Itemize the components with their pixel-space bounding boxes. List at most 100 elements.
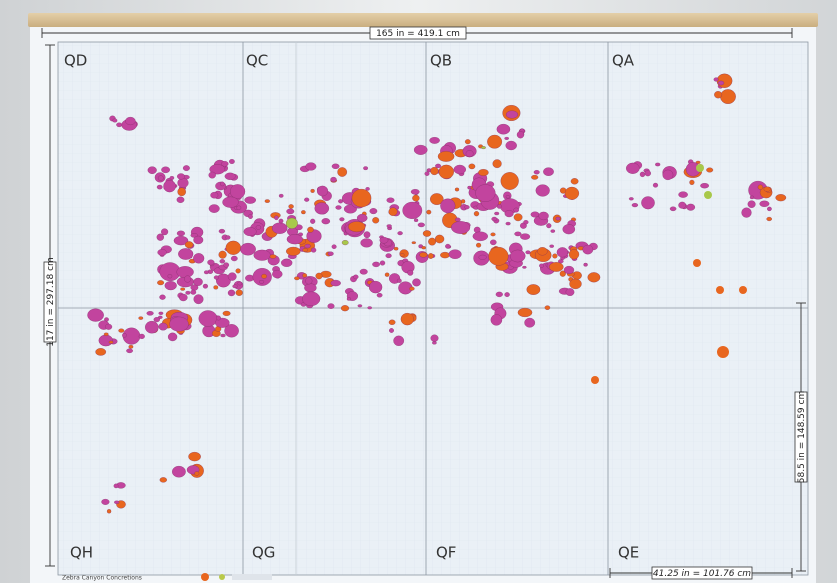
concretion — [522, 265, 527, 269]
concretion — [514, 231, 522, 237]
wooden-rod — [28, 13, 818, 27]
concretion — [310, 247, 317, 253]
label-box — [43, 261, 57, 343]
concretion — [330, 176, 337, 183]
concretion — [363, 166, 368, 171]
concretion — [286, 234, 303, 245]
concretion — [411, 241, 416, 245]
concretion — [153, 317, 160, 323]
concretion — [193, 253, 205, 264]
concretion — [472, 231, 488, 242]
quadrant-label: QH — [70, 544, 93, 562]
concretion — [476, 242, 482, 248]
concretion — [156, 233, 164, 241]
concretion — [678, 191, 688, 198]
concretion — [177, 173, 185, 180]
concretion — [569, 278, 582, 290]
concretion — [379, 236, 389, 244]
concretion — [487, 134, 503, 149]
concretion — [193, 277, 203, 286]
concretion — [491, 216, 498, 222]
concretion — [421, 246, 426, 250]
concretion — [481, 146, 486, 150]
concretion — [388, 207, 398, 216]
quadrant-label: QC — [246, 52, 268, 70]
concretion — [222, 310, 231, 316]
concretion — [385, 253, 392, 259]
concretion — [570, 178, 579, 185]
concretion — [490, 239, 497, 246]
concretion — [184, 241, 194, 249]
concretion — [417, 222, 425, 228]
quadrant-labels: QD QC QB QA QH QG QF QE — [64, 52, 639, 562]
quadrant-label: QD — [64, 52, 87, 70]
concretion — [430, 166, 439, 176]
concretion — [198, 310, 218, 327]
concretion — [490, 314, 503, 326]
concretion — [159, 477, 167, 483]
concretion — [229, 159, 235, 164]
concretion — [505, 140, 517, 151]
concretion — [179, 293, 188, 302]
concretion — [496, 123, 511, 135]
concretion — [237, 281, 243, 286]
quadrant-label: QE — [618, 544, 639, 562]
concretion — [533, 170, 540, 175]
concretion — [235, 268, 241, 274]
width-label: 165 in = 419.1 cm — [376, 29, 460, 39]
label-box — [794, 391, 808, 483]
concretion — [546, 223, 552, 229]
concretion — [384, 272, 390, 277]
concretion — [278, 218, 284, 224]
concretion — [330, 279, 341, 287]
concretion — [652, 182, 659, 188]
quadrant-label: QG — [252, 544, 275, 562]
concretion — [427, 253, 434, 259]
map-grid — [57, 41, 809, 576]
concretion — [555, 216, 561, 221]
concretion — [306, 229, 322, 243]
concretion — [372, 217, 380, 224]
concretion — [550, 229, 556, 233]
concretion — [159, 294, 166, 300]
concretion — [494, 211, 500, 216]
concretion — [95, 348, 107, 356]
concretion — [225, 240, 241, 255]
concretion — [327, 303, 335, 309]
concretion — [357, 304, 363, 308]
concretion — [305, 162, 317, 171]
concretion — [218, 228, 226, 234]
concretion — [122, 333, 127, 338]
concretion — [544, 305, 551, 310]
concretion — [304, 197, 310, 202]
concretion — [232, 284, 238, 289]
concretion — [426, 209, 432, 215]
concretion — [163, 180, 176, 193]
concretion — [286, 208, 295, 215]
concretion — [112, 118, 118, 123]
concretion — [720, 89, 736, 104]
concretion — [716, 73, 733, 88]
concretion — [741, 207, 752, 218]
concretion — [504, 136, 509, 140]
concretion — [219, 259, 226, 264]
concretion — [438, 164, 454, 179]
concretion — [397, 231, 403, 236]
concretion — [495, 291, 503, 298]
concretion — [363, 231, 371, 239]
concretion — [240, 242, 256, 256]
concretion — [413, 218, 419, 222]
concretion — [227, 289, 236, 297]
concretion — [310, 188, 315, 193]
concretion — [157, 249, 167, 256]
concretion — [689, 179, 695, 185]
concretion — [294, 276, 300, 281]
concretion — [451, 221, 471, 234]
concretion — [216, 273, 231, 288]
concretion — [184, 275, 192, 283]
concretion — [331, 163, 340, 169]
concretion — [125, 116, 136, 126]
concretion — [103, 332, 109, 336]
concretion — [716, 286, 724, 294]
